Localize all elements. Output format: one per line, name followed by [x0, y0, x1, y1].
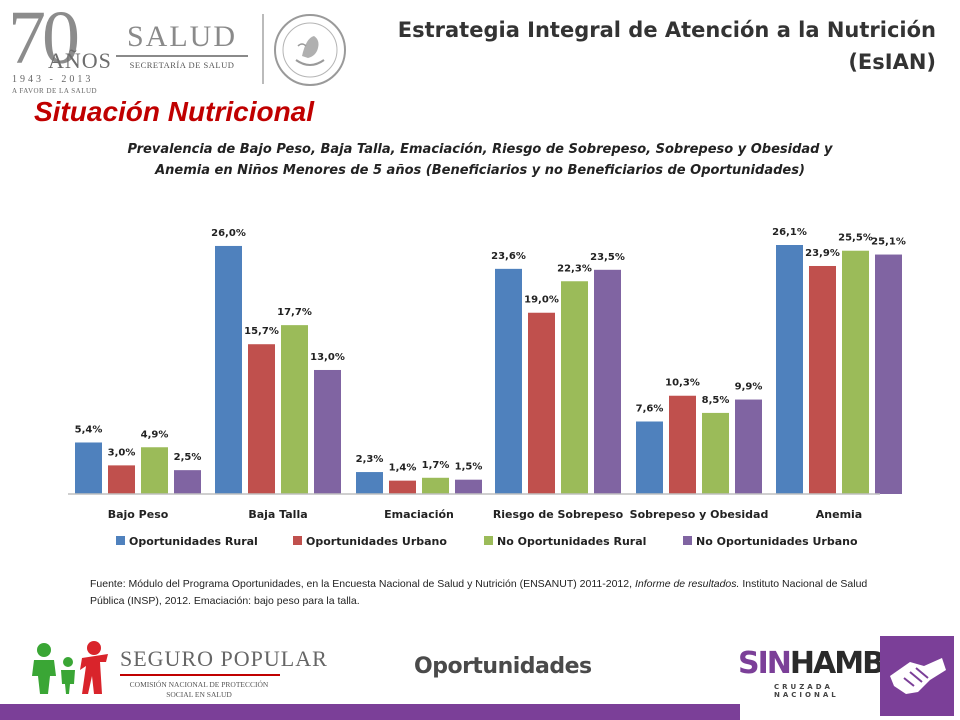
data-label-3-5: 8,5%: [702, 395, 730, 406]
national-seal-icon: [274, 14, 346, 86]
bar-2-1: [108, 465, 135, 494]
salud-logo: SALUD SECRETARÍA DE SALUD: [112, 22, 252, 74]
seguro-popular-name: SEGURO POPULAR: [120, 646, 328, 671]
seguro-popular-sub: COMISIÓN NACIONAL DE PROTECCIÓN SOCIAL E…: [129, 680, 269, 699]
anniversary-tagline: A FAVOR DE LA SALUD: [12, 87, 98, 95]
data-label-2-3: 1,4%: [389, 463, 417, 474]
salud-rule: [116, 55, 248, 57]
source-text-2: Instituto Nacional de Salud Pública (INS…: [90, 578, 868, 607]
salud-sub: SECRETARÍA DE SALUD: [129, 60, 235, 70]
bar-chart: 5,4% 26,0% 2,3% 23,6% 7,6% 26,1% 3,0% 15,7% 1,4%…: [68, 227, 906, 548]
bar-2-5: [669, 395, 696, 494]
bar-1-1: [75, 442, 102, 494]
bar-3-5: [702, 412, 729, 494]
data-label-1-1: 5,4%: [75, 424, 103, 435]
source-note: Fuente: Módulo del Programa Oportunidade…: [90, 576, 890, 610]
sin-hambre-logo: SINHAMBRE CRUZADA NACIONAL: [738, 646, 925, 699]
data-label-2-2: 15,7%: [244, 326, 279, 337]
legend-swatch-2: [293, 536, 302, 545]
handshake-box: [880, 636, 954, 716]
bottom-band: [0, 704, 740, 720]
data-label-1-5: 7,6%: [636, 403, 664, 414]
bar-2-6: [809, 265, 836, 494]
chart-title-line1: Prevalencia de Bajo Peso, Baja Talla, Em…: [127, 142, 833, 157]
handshake-icon: [890, 658, 946, 694]
bar-3-6: [842, 250, 869, 494]
legend-label-4: No Oportunidades Urbano: [696, 535, 858, 548]
bar-2-4: [528, 312, 555, 494]
bar-4-4: [594, 269, 621, 494]
anniversary-word: AÑOS: [48, 48, 112, 73]
data-label-3-1: 4,9%: [141, 429, 169, 440]
page-title: Estrategia Integral de Atención a la Nut…: [398, 14, 936, 78]
category-label-2: Baja Talla: [248, 508, 307, 521]
chart-title: Prevalencia de Bajo Peso, Baja Talla, Em…: [60, 139, 900, 181]
legend-label-1: Oportunidades Rural: [129, 535, 258, 548]
data-label-4-2: 13,0%: [310, 352, 345, 363]
bar-3-1: [141, 447, 168, 494]
data-label-3-3: 1,7%: [422, 460, 450, 471]
legend-label-2: Oportunidades Urbano: [306, 535, 447, 548]
legend-swatch-3: [484, 536, 493, 545]
bar-1-4: [495, 268, 522, 494]
chart-title-line2: Anemia en Niños Menores de 5 años (Benef…: [155, 163, 805, 178]
data-label-3-4: 22,3%: [557, 263, 592, 274]
bar-3-3: [422, 477, 449, 494]
header-divider: [262, 14, 264, 84]
data-label-3-2: 17,7%: [277, 307, 312, 318]
category-label-1: Bajo Peso: [108, 508, 169, 521]
bar-1-5: [636, 421, 663, 494]
bar-2-3: [389, 480, 416, 494]
data-label-3-6: 25,5%: [838, 233, 873, 244]
data-label-2-4: 19,0%: [524, 295, 559, 306]
data-label-1-4: 23,6%: [491, 251, 526, 262]
seguro-popular-rule: [120, 674, 280, 676]
data-label-1-6: 26,1%: [772, 227, 807, 238]
legend-swatch-1: [116, 536, 125, 545]
data-label-2-5: 10,3%: [665, 378, 700, 389]
page-title-line1: Estrategia Integral de Atención a la Nut…: [397, 18, 936, 42]
bar-3-2: [281, 325, 308, 494]
bar-4-2: [314, 369, 341, 494]
data-label-1-3: 2,3%: [356, 454, 384, 465]
bar-3-4: [561, 281, 588, 494]
anniversary-logo: 70 AÑOS 1943 - 2013 A FAVOR DE LA SALUD: [8, 0, 111, 95]
source-text-1: Fuente: Módulo del Programa Oportunidade…: [90, 578, 633, 590]
oportunidades-logo: Oportunidades: [414, 654, 592, 679]
bar-4-1: [174, 470, 201, 494]
anniversary-number: 70: [8, 0, 80, 80]
category-label-6: Anemia: [816, 508, 862, 521]
bar-2-2: [248, 344, 275, 494]
bar-1-6: [776, 245, 803, 494]
category-label-4: Riesgo de Sobrepeso: [493, 508, 624, 521]
page-title-line2: (EsIAN): [848, 50, 936, 74]
data-label-2-6: 23,9%: [805, 248, 840, 259]
anniversary-years: 1943 - 2013: [12, 74, 94, 85]
cruzada-nacional-text: CRUZADA NACIONAL: [774, 683, 839, 699]
bar-1-2: [215, 245, 242, 494]
seguro-popular-logo: SEGURO POPULAR COMISIÓN NACIONAL DE PROT…: [28, 640, 327, 700]
data-label-4-4: 23,5%: [590, 252, 625, 263]
category-label-3: Emaciación: [384, 508, 454, 521]
data-label-4-1: 2,5%: [174, 452, 202, 463]
section-title: Situación Nutricional: [34, 96, 315, 127]
bar-4-5: [735, 399, 762, 494]
bar-4-3: [455, 479, 482, 494]
legend-swatch-4: [683, 536, 692, 545]
sin-text: SIN: [738, 646, 792, 681]
source-text-italic: Informe de resultados.: [634, 578, 740, 590]
data-label-2-1: 3,0%: [108, 447, 136, 458]
salud-name: SALUD: [126, 20, 237, 53]
data-label-4-3: 1,5%: [455, 462, 483, 473]
family-icon: [32, 641, 108, 694]
legend-label-3: No Oportunidades Rural: [497, 535, 646, 548]
data-label-4-6: 25,1%: [871, 237, 906, 248]
data-label-1-2: 26,0%: [211, 228, 246, 239]
data-label-4-5: 9,9%: [735, 382, 763, 393]
category-label-5: Sobrepeso y Obesidad: [630, 508, 769, 521]
bar-4-6: [875, 254, 902, 494]
bar-1-3: [356, 472, 383, 494]
